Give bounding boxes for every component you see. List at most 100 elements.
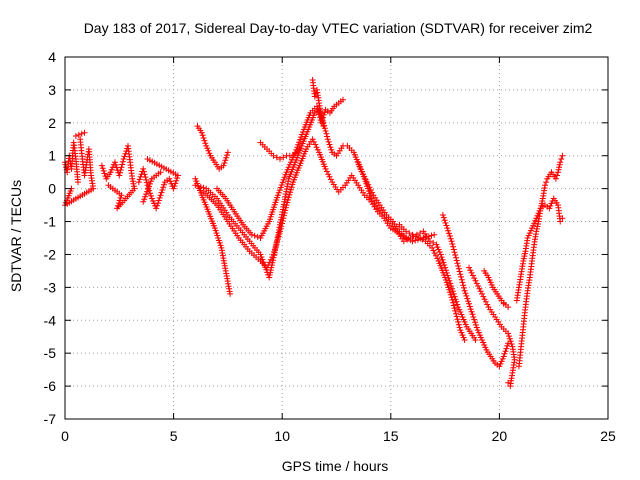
data-point xyxy=(116,172,123,179)
data-point xyxy=(472,319,479,326)
data-point xyxy=(455,263,462,269)
data-point xyxy=(471,316,478,323)
data-point xyxy=(428,232,435,239)
data-point xyxy=(323,168,330,175)
data-point xyxy=(461,337,468,343)
data-point xyxy=(265,262,272,268)
y-tick-label: -3 xyxy=(44,279,57,295)
x-tick-label: 15 xyxy=(383,428,399,444)
data-points xyxy=(62,77,566,390)
data-point xyxy=(274,238,281,245)
data-point xyxy=(275,189,282,196)
data-point xyxy=(119,161,126,168)
data-point xyxy=(412,237,419,244)
data-point xyxy=(117,194,124,201)
data-point xyxy=(267,256,274,263)
data-point xyxy=(508,341,515,347)
data-point xyxy=(154,202,161,209)
data-point xyxy=(155,200,161,207)
data-point xyxy=(100,167,107,174)
data-point xyxy=(172,180,179,187)
data-point xyxy=(327,176,334,183)
data-point xyxy=(258,254,265,260)
data-point xyxy=(476,285,483,292)
data-point xyxy=(479,290,485,297)
data-point xyxy=(505,304,512,311)
data-point xyxy=(170,185,177,192)
data-point xyxy=(417,230,424,237)
data-point xyxy=(281,210,288,216)
data-point xyxy=(160,184,167,191)
data-point xyxy=(285,197,291,203)
data-point xyxy=(115,202,121,209)
data-point xyxy=(99,165,106,172)
data-point xyxy=(441,262,448,268)
data-point xyxy=(325,138,332,145)
data-point xyxy=(326,173,333,180)
data-point xyxy=(153,205,160,212)
data-point xyxy=(466,264,472,271)
data-point xyxy=(449,241,456,247)
x-tick-label: 5 xyxy=(170,428,178,444)
y-tick-label: -4 xyxy=(44,312,57,328)
data-point xyxy=(145,186,151,192)
data-point xyxy=(454,301,461,308)
data-point xyxy=(313,144,320,151)
data-point xyxy=(272,243,279,250)
data-point xyxy=(296,139,303,146)
plot-frame xyxy=(64,56,609,420)
data-point xyxy=(78,130,85,137)
data-point xyxy=(451,305,458,312)
data-point xyxy=(264,264,270,271)
data-point xyxy=(443,222,450,229)
data-point xyxy=(558,156,565,162)
y-tick-label: 4 xyxy=(48,49,56,65)
data-point xyxy=(117,167,124,173)
data-point xyxy=(220,162,227,169)
data-point xyxy=(192,182,199,189)
data-point xyxy=(444,225,451,232)
data-point xyxy=(322,128,329,134)
data-point xyxy=(197,184,204,190)
data-point xyxy=(437,251,444,258)
data-point xyxy=(279,220,285,227)
data-point xyxy=(433,252,439,259)
data-point xyxy=(174,175,181,182)
data-point xyxy=(454,260,461,267)
data-point xyxy=(455,321,462,328)
data-point xyxy=(105,182,112,189)
data-point xyxy=(506,333,512,340)
data-point xyxy=(504,342,511,349)
data-point xyxy=(314,146,321,153)
data-point xyxy=(407,235,414,241)
data-point xyxy=(467,267,474,274)
data-point xyxy=(155,197,162,204)
data-point xyxy=(323,130,330,137)
data-point xyxy=(311,93,318,100)
data-point xyxy=(310,138,317,145)
data-point xyxy=(223,154,230,161)
x-tick-label: 10 xyxy=(274,428,290,444)
data-point xyxy=(469,272,476,279)
data-point xyxy=(140,168,147,175)
data-point xyxy=(484,301,491,308)
data-point xyxy=(270,152,277,159)
data-point xyxy=(456,268,463,275)
data-point xyxy=(202,140,209,147)
data-point xyxy=(453,257,460,264)
data-point xyxy=(278,223,285,230)
data-point xyxy=(75,179,81,186)
data-point xyxy=(287,189,294,196)
data-point xyxy=(448,238,455,245)
data-point xyxy=(115,200,122,207)
data-point xyxy=(117,169,123,176)
data-point xyxy=(450,246,457,253)
data-point xyxy=(146,180,153,187)
data-point xyxy=(480,293,487,300)
data-point xyxy=(81,129,88,136)
data-point xyxy=(224,152,230,159)
data-point xyxy=(140,198,147,205)
data-point xyxy=(400,238,407,245)
data-point xyxy=(118,164,125,171)
